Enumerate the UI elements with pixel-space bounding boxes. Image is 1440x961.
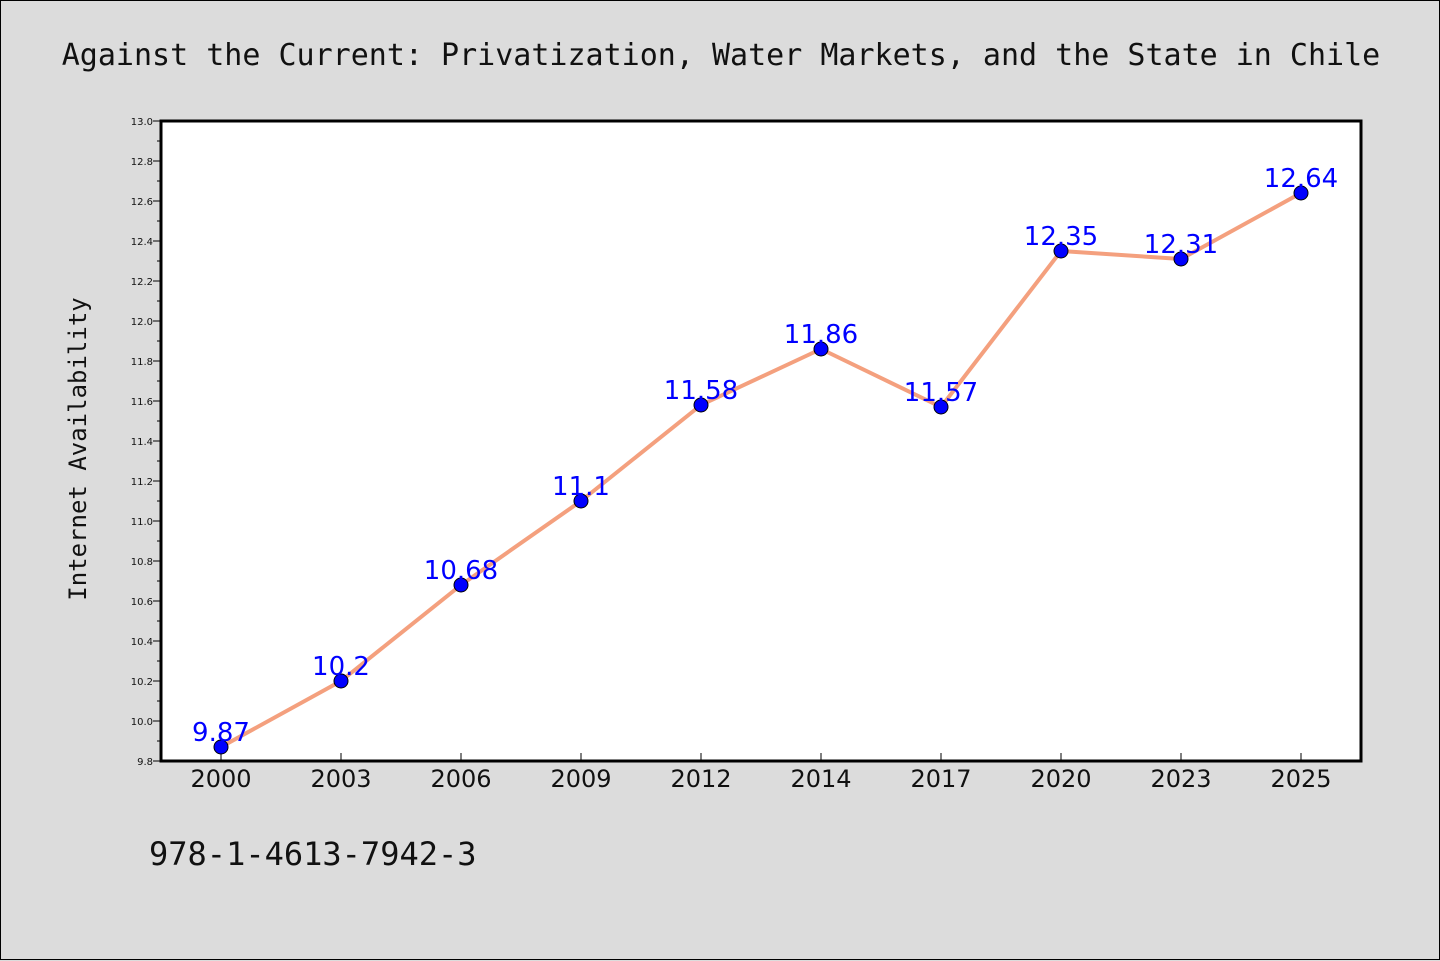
y-axis-ticks: 9.8 10.0 10.2 10.4 10.6 10.8 11.0 11.2 11.4 11.6 1…: [131, 117, 161, 768]
y-tick-label: 10.0: [131, 717, 153, 728]
data-point: [213, 739, 229, 755]
data-point: [813, 341, 829, 357]
y-tick-label: 10.8: [131, 557, 153, 568]
x-tick-label: 2000: [190, 765, 251, 793]
x-axis-ticks: 2000 2003 2006 2009 2012 2014 2017 2020 2023 2025: [190, 753, 1332, 793]
x-tick-label: 2017: [910, 765, 971, 793]
data-label: 9.87: [192, 718, 250, 748]
series-line: [219, 191, 1303, 749]
x-tick-label: 2003: [310, 765, 371, 793]
y-tick-label: 11.2: [131, 477, 153, 488]
y-tick-label: 12.8: [131, 157, 153, 168]
y-tick-label: 12.2: [131, 277, 153, 288]
y-tick-label: 11.0: [131, 517, 153, 528]
data-label: 12.35: [1024, 222, 1098, 252]
plot-border: [159, 119, 1363, 763]
y-tick-label: 12.0: [131, 317, 153, 328]
y-axis-label: Internet Availability: [64, 297, 92, 600]
data-point: [453, 577, 469, 593]
data-point: [333, 673, 349, 689]
y-tick-label: 10.6: [131, 597, 153, 608]
x-tick-label: 2025: [1270, 765, 1331, 793]
x-tick-label: 2006: [430, 765, 491, 793]
data-label: 11.86: [784, 320, 858, 350]
data-label: 12.31: [1144, 230, 1218, 260]
data-point: [933, 399, 949, 415]
data-label: 11.1: [552, 472, 610, 502]
x-tick-label: 2014: [790, 765, 851, 793]
y-tick-label: 12.4: [131, 237, 153, 248]
isbn-text: 978-1-4613-7942-3: [149, 835, 477, 873]
data-label: 11.57: [904, 378, 978, 408]
data-label: 12.64: [1264, 164, 1338, 194]
data-point: [1293, 185, 1309, 201]
data-point: [573, 493, 589, 509]
chart-title: Against the Current: Privatization, Wate…: [62, 38, 1381, 73]
data-label: 10.68: [424, 556, 498, 586]
y-tick-label: 11.6: [131, 397, 153, 408]
data-point: [693, 397, 709, 413]
plot-area: [161, 121, 1361, 761]
y-tick-label: 12.6: [131, 197, 153, 208]
y-tick-label: 10.2: [131, 677, 153, 688]
x-tick-label: 2012: [670, 765, 731, 793]
y-tick-label: 11.4: [131, 437, 153, 448]
y-tick-label: 10.4: [131, 637, 153, 648]
series-group: 9.87 10.2 10.68 11.1 11.58 11.86 11.57 12.35 12.…: [192, 164, 1338, 755]
x-tick-label: 2020: [1030, 765, 1091, 793]
y-tick-label: 9.8: [137, 757, 153, 768]
data-label: 10.2: [312, 652, 370, 682]
x-tick-label: 2009: [550, 765, 611, 793]
data-point: [1053, 243, 1069, 259]
data-point: [1173, 251, 1189, 267]
data-label: 11.58: [664, 376, 738, 406]
y-tick-label: 11.8: [131, 357, 153, 368]
y-tick-label: 13.0: [131, 117, 153, 128]
x-tick-label: 2023: [1150, 765, 1211, 793]
